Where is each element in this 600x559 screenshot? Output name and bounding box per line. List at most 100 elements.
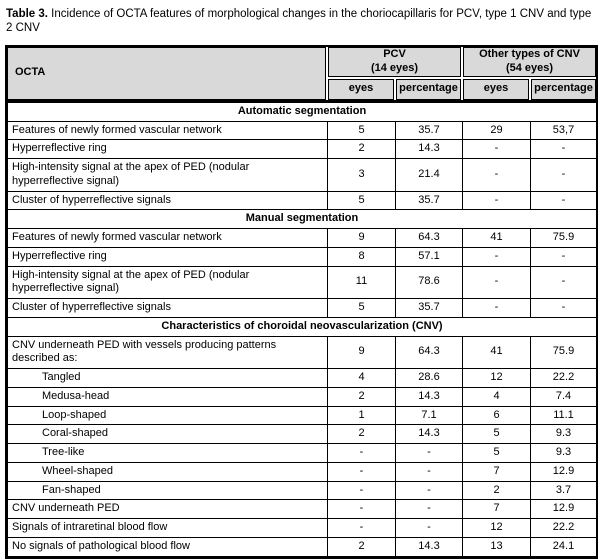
header-sub-pcv-percentage: percentage — [396, 78, 461, 100]
header-group-other-cnv: Other types of CNV (54 eyes) — [463, 46, 596, 77]
cell-value: 78.6 — [395, 265, 463, 299]
header-group-other-cnv-title: Other types of CNV — [479, 48, 580, 60]
cell-value: - — [327, 480, 396, 501]
cell-value: 5 — [462, 424, 531, 444]
cell-value: 14.3 — [395, 139, 463, 159]
table-row: Tree-like - -5 9.3 — [7, 443, 598, 463]
row-label: Wheel-shaped — [7, 461, 328, 482]
table-row: Features of newly formed vascular networ… — [7, 120, 598, 141]
header-sub-cnv-eyes: eyes — [463, 78, 529, 100]
section-label: Automatic segmentation — [6, 101, 598, 122]
row-label: CNV underneath PED with vessels producin… — [7, 335, 328, 369]
table-row: Features of newly formed vascular networ… — [7, 228, 598, 248]
cell-value: - — [327, 499, 396, 519]
cell-value: 11.1 — [529, 405, 598, 426]
cell-value: 75.9 — [529, 228, 598, 248]
row-label: Medusa-head — [7, 386, 328, 407]
row-label: High-intensity signal at the apex of PED… — [7, 158, 328, 192]
caption-label: Table 3. — [6, 8, 48, 20]
row-label: Cluster of hyperreflective signals — [7, 298, 328, 318]
caption-text: Incidence of OCTA features of morphologi… — [6, 8, 592, 35]
cell-value: 12.9 — [529, 461, 598, 482]
cell-value: - — [395, 443, 463, 463]
table-row: Loop-shaped 1 7.1 6 11.1 — [7, 405, 598, 426]
header-group-pcv-title: PCV — [383, 48, 406, 60]
cell-value: 5 — [327, 120, 396, 141]
cell-value: 22.2 — [529, 368, 598, 388]
header-sub-pcv-eyes: eyes — [328, 78, 394, 100]
row-label: Cluster of hyperreflective signals — [7, 190, 328, 211]
table-row: High-intensity signal at the apex of PED… — [7, 265, 598, 299]
cell-value: 41 — [462, 335, 531, 369]
cell-value: 41 — [462, 228, 531, 248]
cell-value: 13 — [462, 536, 531, 557]
cell-value: - — [395, 499, 463, 519]
table-row: Hyperreflective ring 2 14.3- - — [7, 139, 598, 159]
table-row: Wheel-shaped - -7 12.9 — [7, 461, 598, 482]
cell-value: 5 — [327, 190, 396, 211]
cell-value: - — [327, 443, 396, 463]
row-label: Hyperreflective ring — [7, 246, 328, 267]
cell-value: 28.6 — [395, 368, 463, 388]
cell-value: 22.2 — [529, 518, 598, 538]
cell-value: - — [529, 265, 598, 299]
section-row: Manual segmentation — [6, 209, 598, 229]
cell-value: - — [529, 298, 598, 318]
cell-value: 2 — [327, 139, 396, 159]
row-label: Loop-shaped — [7, 405, 328, 426]
header-group-other-cnv-subtitle: (54 eyes) — [505, 61, 554, 74]
cell-value: 6 — [462, 405, 531, 426]
table-rows: Automatic segmentation Features of newly … — [6, 101, 598, 557]
cell-value: - — [529, 190, 598, 211]
cell-value: - — [395, 518, 463, 538]
cell-value: 7.1 — [395, 405, 463, 426]
cell-value: - — [327, 518, 396, 538]
row-label: Tangled — [7, 368, 328, 388]
header-octa: OCTA — [7, 46, 326, 100]
cell-value: 8 — [327, 246, 396, 267]
cell-value: 75.9 — [529, 335, 598, 369]
cell-value: 53,7 — [529, 120, 598, 141]
cell-value: 1 — [327, 405, 396, 426]
cell-value: 9 — [327, 228, 396, 248]
cell-value: 29 — [462, 120, 531, 141]
cell-value: 24.1 — [529, 536, 598, 557]
octa-table: OCTA PCV (14 eyes) Other types of CNV (5… — [5, 44, 598, 559]
cell-value: 9 — [327, 335, 396, 369]
cell-value: 35.7 — [395, 120, 463, 141]
header-group-pcv-subtitle: (14 eyes) — [370, 61, 419, 74]
cell-value: - — [462, 265, 531, 299]
row-label: Signals of intraretinal blood flow — [7, 518, 328, 538]
cell-value: 14.3 — [395, 386, 463, 407]
row-label: Coral-shaped — [7, 424, 328, 444]
row-label: Features of newly formed vascular networ… — [7, 228, 328, 248]
cell-value: - — [327, 461, 396, 482]
cell-value: - — [462, 298, 531, 318]
row-label: Fan-shaped — [7, 480, 328, 501]
header-sub-cnv-percentage: percentage — [531, 78, 596, 100]
cell-value: 2 — [327, 424, 396, 444]
cell-value: - — [462, 190, 531, 211]
cell-value: 2 — [462, 480, 531, 501]
row-label: Hyperreflective ring — [7, 139, 328, 159]
table-header: OCTA PCV (14 eyes) Other types of CNV (5… — [7, 46, 596, 102]
cell-value: 12.9 — [529, 499, 598, 519]
cell-value: 5 — [462, 443, 531, 463]
section-row: Characteristics of choroidal neovascular… — [6, 316, 598, 337]
cell-value: - — [462, 158, 531, 192]
row-label: Features of newly formed vascular networ… — [7, 120, 328, 141]
table-row: Cluster of hyperreflective signals 5 35.7-… — [7, 298, 598, 318]
section-row: Automatic segmentation — [6, 101, 598, 122]
cell-value: 4 — [462, 386, 531, 407]
table-row: CNV underneath PED - -7 12.9 — [7, 499, 598, 519]
table-row: High-intensity signal at the apex of PED… — [7, 158, 598, 192]
table-row: Tangled 4 28.6 12 22.2 — [7, 368, 598, 388]
cell-value: 11 — [327, 265, 396, 299]
cell-value: 9.3 — [529, 424, 598, 444]
cell-value: - — [529, 139, 598, 159]
cell-value: - — [395, 461, 463, 482]
header-group-pcv: PCV (14 eyes) — [328, 46, 461, 77]
row-label: Tree-like — [7, 443, 328, 463]
cell-value: 3.7 — [529, 480, 598, 501]
cell-value: 7 — [462, 499, 531, 519]
